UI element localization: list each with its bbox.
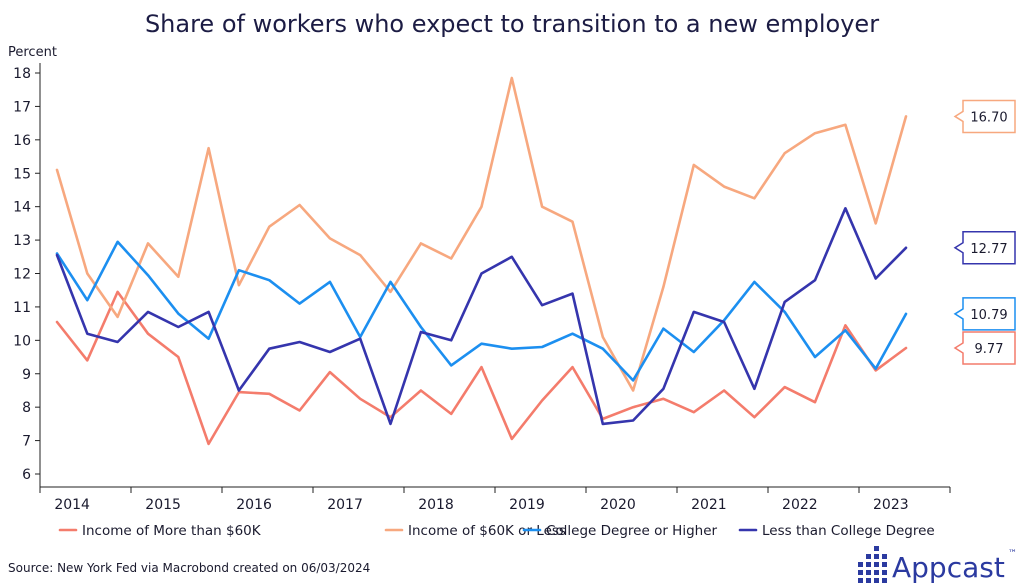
y-tick-label: 17 xyxy=(13,99,31,115)
x-tick-label: 2020 xyxy=(600,497,636,513)
logo-dot xyxy=(874,578,879,583)
logo-dot xyxy=(882,570,887,575)
legend-item: Income of More than $60K xyxy=(58,523,262,539)
x-tick-label: 2021 xyxy=(691,497,727,513)
end-label-box xyxy=(953,231,1016,265)
end-label-box xyxy=(953,331,1016,365)
y-tick-label: 7 xyxy=(22,434,31,450)
logo-mark-icon xyxy=(858,546,887,583)
y-tick-label: 14 xyxy=(13,200,31,216)
x-tick-label: 2014 xyxy=(54,497,90,513)
series-line-1 xyxy=(55,290,908,446)
logo-dot xyxy=(866,570,871,575)
y-tick-label: 10 xyxy=(13,333,31,349)
logo-dot xyxy=(874,554,879,559)
logo-dot xyxy=(882,562,887,567)
logo-dot xyxy=(874,562,879,567)
y-tick-label: 12 xyxy=(13,267,31,283)
legend-item: Income of $60K or Less xyxy=(384,523,566,539)
end-label-value: 12.77 xyxy=(970,242,1007,257)
y-axis-unit-label: Percent xyxy=(8,45,57,60)
end-label-1: 9.77 xyxy=(953,331,1016,365)
y-tick-label: 9 xyxy=(22,367,31,383)
x-tick-label: 2022 xyxy=(782,497,818,513)
legend-item: Less than College Degree xyxy=(738,523,935,539)
end-label-value: 9.77 xyxy=(975,342,1004,357)
logo-dot xyxy=(858,570,863,575)
logo-dot xyxy=(874,570,879,575)
end-label-box xyxy=(953,297,1016,331)
y-tick-label: 11 xyxy=(13,300,31,316)
x-ticks: 2014 2015 2016 2017 2018 2019 2020 2021 2022 2023 xyxy=(39,487,951,513)
x-tick-label: 2017 xyxy=(327,497,363,513)
legend: Income of More than $60K Income of $60K o… xyxy=(58,523,935,539)
y-tick-label: 15 xyxy=(13,166,31,182)
series-line-3 xyxy=(55,240,908,382)
y-tick-label: 13 xyxy=(13,233,31,249)
brand-name: Appcast xyxy=(892,551,1005,584)
legend-label: College Degree or Higher xyxy=(546,523,718,539)
end-label-box xyxy=(953,99,1016,134)
legend-label: Income of $60K or Less xyxy=(408,523,566,539)
logo-dot xyxy=(858,562,863,567)
y-tick-label: 16 xyxy=(13,133,31,149)
end-label-4: 12.77 xyxy=(953,231,1016,265)
end-labels: 9.77 16.70 10.79 12.77 xyxy=(953,99,1016,365)
y-tick-label: 6 xyxy=(22,467,31,483)
end-label-3: 10.79 xyxy=(953,297,1016,331)
end-label-value: 10.79 xyxy=(970,308,1007,323)
x-tick-label: 2018 xyxy=(418,497,454,513)
logo-dot xyxy=(882,578,887,583)
logo-dot xyxy=(866,578,871,583)
series-line-2 xyxy=(55,76,908,392)
logo-dot xyxy=(882,554,887,559)
legend-item: College Degree or Higher xyxy=(522,523,718,539)
logo-dot xyxy=(858,578,863,583)
series-lines xyxy=(55,76,908,446)
y-tick-label: 8 xyxy=(22,400,31,416)
legend-label: Less than College Degree xyxy=(762,523,935,539)
logo-dot xyxy=(874,546,879,551)
series-line-4 xyxy=(55,207,908,426)
x-tick-label: 2019 xyxy=(509,497,545,513)
x-tick-label: 2016 xyxy=(236,497,272,513)
end-label-2: 16.70 xyxy=(953,99,1016,134)
source-note: Source: New York Fed via Macrobond creat… xyxy=(8,561,370,575)
logo-dot xyxy=(866,554,871,559)
y-tick-label: 18 xyxy=(13,66,31,82)
brand-trademark: ™ xyxy=(1008,549,1017,559)
appcast-logo: Appcast ™ xyxy=(858,546,1017,584)
logo-dot xyxy=(866,562,871,567)
y-ticks: 6 7 8 9 10 11 12 13 14 15 16 17 18 xyxy=(13,66,40,483)
legend-label: Income of More than $60K xyxy=(82,523,262,539)
chart-title: Share of workers who expect to transitio… xyxy=(145,10,879,38)
x-tick-label: 2015 xyxy=(145,497,181,513)
end-label-value: 16.70 xyxy=(970,110,1007,125)
x-tick-label: 2023 xyxy=(873,497,909,513)
